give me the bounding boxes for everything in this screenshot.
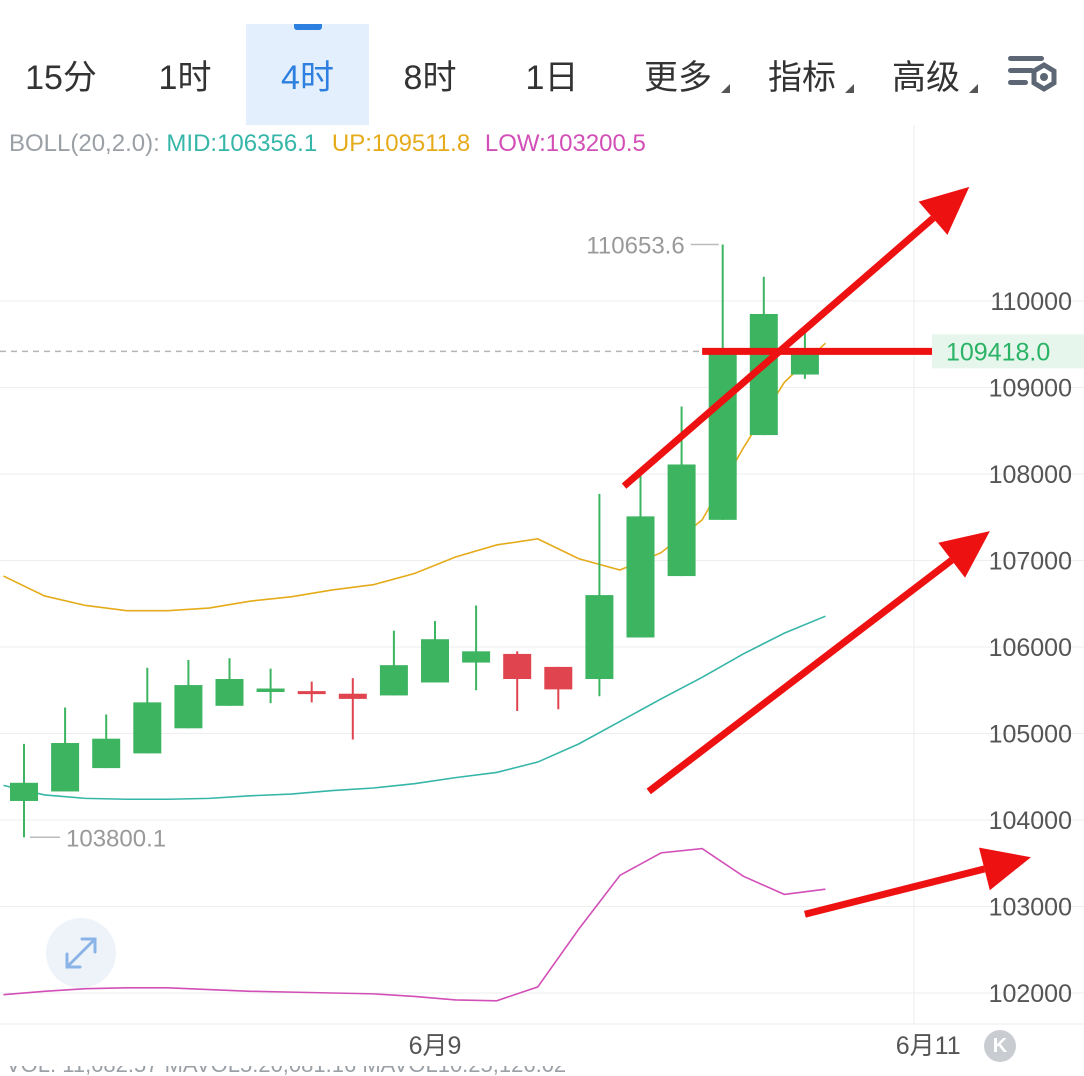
tab-label: 高级 <box>892 59 960 97</box>
middle-trend-arrow-head <box>938 531 990 578</box>
tab-label: 1日 <box>525 59 579 97</box>
candle-body <box>462 651 491 663</box>
current-price-label: 109418.0 <box>946 338 1050 366</box>
candle-body <box>174 685 203 729</box>
candle-body <box>544 666 573 690</box>
candle-body <box>667 464 696 577</box>
candle-body <box>626 516 655 638</box>
caret-down-icon <box>845 84 854 93</box>
tab-label: 8时 <box>403 59 457 97</box>
active-tab-indicator <box>293 24 322 30</box>
tab-15m[interactable]: 15分 <box>0 24 122 125</box>
x-tick-label: 6月9 <box>409 1032 462 1060</box>
expand-arrows-icon[interactable] <box>46 918 116 988</box>
middle-trend-arrow <box>646 557 954 795</box>
volume-text: VOL: 11,082.57 MAVOL5:20,081.16 MAVOL10:… <box>6 1066 566 1076</box>
candle-body <box>503 653 532 680</box>
k-toggle-button[interactable]: K <box>984 1030 1016 1062</box>
boll-lower-line <box>3 847 826 1002</box>
y-tick-label: 109000 <box>989 375 1072 403</box>
candle-body <box>133 702 162 754</box>
tab-label: 1时 <box>158 59 212 97</box>
tab-4h[interactable]: 4时 <box>246 24 369 125</box>
candle-body <box>10 782 38 801</box>
tab-1h[interactable]: 1时 <box>124 24 246 125</box>
lower-trend-arrow <box>804 865 986 918</box>
min-price-label: 103800.1 <box>66 825 166 852</box>
k-button-label: K <box>992 1034 1008 1057</box>
candle-body <box>585 595 614 680</box>
candle-body <box>790 351 819 375</box>
y-tick-label: 108000 <box>989 461 1072 489</box>
lower-trend-arrow-head <box>979 847 1031 891</box>
candle-body <box>256 688 285 692</box>
upper-trend-arrow-head <box>918 186 970 235</box>
y-tick-label: 106000 <box>989 634 1072 662</box>
boll-mid: MID:106356.1 <box>166 130 318 157</box>
max-price-label: 110653.6 <box>586 232 684 259</box>
y-tick-label: 103000 <box>989 894 1072 922</box>
candle-body <box>421 639 449 683</box>
boll-legend: BOLL(20,2.0): MID:106356.1 UP:109511.8 L… <box>9 130 646 158</box>
caret-down-icon <box>969 84 978 93</box>
volume-strip: VOL: 11,082.57 MAVOL5:20,081.16 MAVOL10:… <box>0 1066 1084 1076</box>
tab-indicators[interactable]: 指标 <box>752 24 854 125</box>
y-tick-label: 102000 <box>989 980 1072 1008</box>
candle-body <box>379 665 408 696</box>
y-tick-label: 110000 <box>990 288 1072 316</box>
candle-body <box>51 743 80 792</box>
upper-trend-arrow <box>621 215 936 489</box>
caret-down-icon <box>721 84 730 93</box>
tab-label: 4时 <box>281 59 334 97</box>
tab-label: 更多 <box>644 59 712 97</box>
tab-label: 指标 <box>768 59 836 97</box>
boll-name: BOLL(20,2.0): <box>9 130 160 157</box>
tab-more[interactable]: 更多 <box>628 24 730 125</box>
y-tick-label: 105000 <box>989 721 1072 749</box>
x-tick-label: 6月11 <box>896 1032 961 1060</box>
tab-label: 15分 <box>25 59 97 97</box>
chart-settings-gear-icon[interactable] <box>1004 50 1060 100</box>
timeframe-tabbar: 15分 1时 4时 8时 1日 更多 指标 高级 <box>0 0 1084 125</box>
boll-up: UP:109511.8 <box>331 130 471 157</box>
y-tick-label: 107000 <box>989 548 1072 576</box>
boll-upper-line <box>3 342 827 612</box>
candle-body <box>708 352 737 520</box>
boll-mid-line <box>3 615 826 801</box>
boll-low: LOW:103200.5 <box>484 130 646 157</box>
y-tick-label: 104000 <box>989 807 1072 835</box>
candle-body <box>92 738 121 769</box>
tab-advanced[interactable]: 高级 <box>876 24 978 125</box>
candle-body <box>215 679 244 706</box>
tab-8h[interactable]: 8时 <box>369 24 491 125</box>
current-price-tag <box>932 334 1084 369</box>
tab-1d[interactable]: 1日 <box>491 24 613 125</box>
candle-body <box>338 693 367 699</box>
candle-body <box>297 691 326 695</box>
